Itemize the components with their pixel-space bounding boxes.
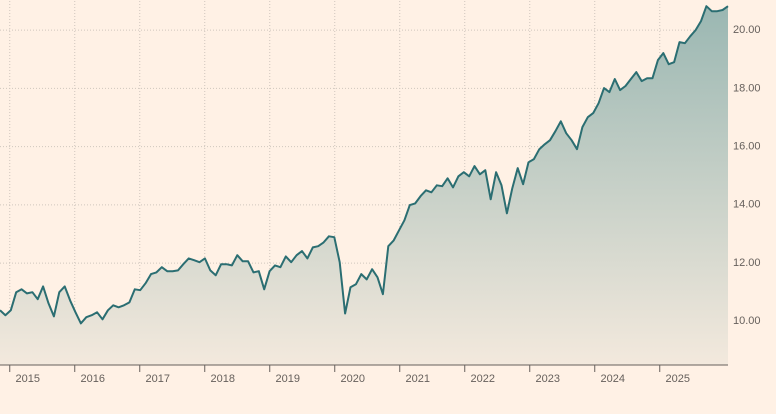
x-tick-label: 2018 [211,373,235,385]
x-tick-label: 2024 [601,373,625,385]
x-tick-label: 2020 [341,373,365,385]
y-tick-label: 16.00 [733,141,761,153]
y-tick-label: 10.00 [733,315,761,327]
x-tick-label: 2019 [276,373,300,385]
x-tick-label: 2022 [471,373,495,385]
x-tick-label: 2021 [406,373,430,385]
y-tick-label: 18.00 [733,82,761,94]
y-tick-label: 20.00 [733,24,761,36]
x-tick-label: 2023 [536,373,560,385]
y-tick-label: 14.00 [733,199,761,211]
x-tick-label: 2025 [666,373,690,385]
area [0,6,728,365]
x-tick-label: 2016 [81,373,105,385]
line [0,5,729,325]
x-tick-label: 2015 [16,373,40,385]
x-tick-label: 2017 [146,373,170,385]
y-tick-label: 12.00 [733,257,761,269]
